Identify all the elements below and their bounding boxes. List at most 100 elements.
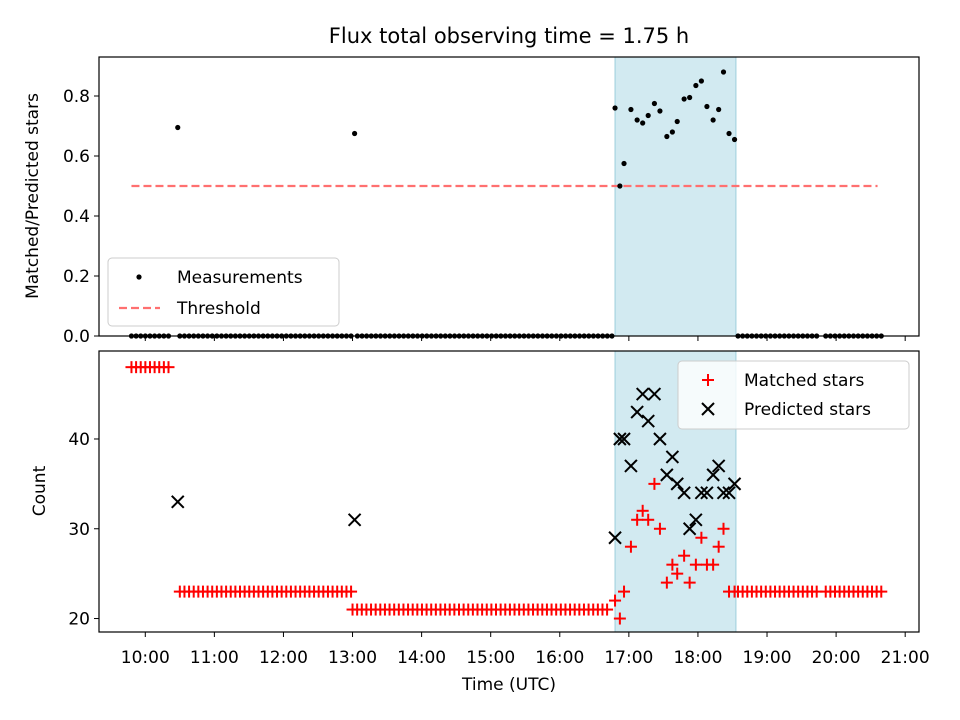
x-stroke-2 <box>716 486 731 500</box>
measurement-point <box>710 117 716 123</box>
matched-stars-point <box>162 361 175 374</box>
legend-label-measurements: Measurements <box>177 268 303 288</box>
matched-stars-point <box>671 567 684 580</box>
measurement-point <box>698 78 704 84</box>
measurement-point <box>621 160 627 167</box>
measurement-point <box>716 106 722 113</box>
measurement-point <box>704 103 710 110</box>
x-stroke-2 <box>647 387 662 401</box>
predicted-stars-point <box>617 432 631 446</box>
measurement-point <box>669 129 675 135</box>
measurement-point <box>352 130 358 137</box>
matched-stars-point <box>345 585 358 598</box>
matched-stars-point <box>689 558 702 571</box>
predicted-stars-point <box>700 486 714 500</box>
matched-stars-point <box>717 522 730 535</box>
predicted-stars-point <box>347 513 362 527</box>
x-stroke-2 <box>617 432 631 446</box>
predicted-stars-point <box>171 495 185 509</box>
top-panel-frame <box>98 56 920 337</box>
measurement-point <box>693 82 699 89</box>
matched-stars-point <box>875 585 888 598</box>
x-tick-label: 11:00 <box>190 648 239 668</box>
predicted-stars-point <box>727 477 742 491</box>
matched-stars-point <box>609 594 622 607</box>
predicted-stars-point <box>613 432 627 446</box>
matched-stars-point <box>666 558 679 571</box>
measurement-point <box>674 118 680 125</box>
matched-stars-point <box>613 612 626 625</box>
matched-stars-point <box>618 585 631 598</box>
measurement-point <box>687 94 693 101</box>
chart-title: Flux total observing time = 1.75 h <box>329 24 689 48</box>
x-tick-label: 10:00 <box>121 648 170 668</box>
bottom-panel-y-axis-label: Count <box>30 465 50 516</box>
x-tick-label: 14:00 <box>397 648 446 668</box>
x-stroke-2 <box>635 387 650 401</box>
bottom-panel: 20 30 40 <box>68 350 920 637</box>
measurement-point <box>726 130 732 137</box>
x-stroke-2 <box>624 459 638 473</box>
x-tick-label: 13:00 <box>328 648 377 668</box>
matched-stars-point <box>683 576 696 589</box>
x-stroke-2 <box>682 522 697 536</box>
x-tick-label: 20:00 <box>812 648 861 668</box>
y-tick-label: 0.6 <box>63 147 90 167</box>
measurement-point <box>617 183 623 189</box>
top-legend: Measurements Threshold <box>107 257 340 327</box>
predicted-stars-point <box>641 414 655 428</box>
y-tick-label: 0.8 <box>63 87 90 107</box>
x-stroke-2 <box>608 531 622 545</box>
measurement-point <box>634 117 640 123</box>
x-stroke-2 <box>660 468 674 482</box>
x-stroke-2 <box>630 405 644 419</box>
predicted-stars-point <box>630 405 644 419</box>
measurement-point <box>175 124 181 131</box>
x-stroke-2 <box>694 486 709 500</box>
matched-stars-point <box>660 576 673 589</box>
legend-label-matched-stars: Matched stars <box>744 371 864 391</box>
measurement-point <box>731 136 738 143</box>
matched-stars-point <box>642 513 655 526</box>
matched-stars-point <box>624 540 637 553</box>
predicted-stars-point <box>665 450 680 464</box>
bottom-legend-box <box>677 360 910 430</box>
measurement-point <box>657 108 663 114</box>
measurement-point <box>645 112 651 119</box>
matched-stars-point <box>712 540 725 553</box>
predicted-stars-point <box>647 387 662 401</box>
predicted-stars-point <box>722 486 736 500</box>
top-panel: 0.0 0.2 0.4 0.6 0.8 <box>63 56 920 347</box>
predicted-stars-point <box>677 486 691 500</box>
predicted-stars-point <box>624 459 638 473</box>
predicted-stars-point <box>711 459 726 473</box>
x-stroke-2 <box>727 477 742 491</box>
top-legend-box <box>107 257 340 327</box>
x-tick-label: 17:00 <box>604 648 653 668</box>
matched-stars-legend-marker <box>702 374 714 386</box>
bottom-panel-frame <box>98 350 920 633</box>
measurement-point <box>720 69 727 75</box>
observing-window-band <box>614 56 737 337</box>
x-stroke-2 <box>711 459 726 473</box>
x-tick-label: 12:00 <box>259 648 308 668</box>
x-stroke-2 <box>665 450 680 464</box>
bottom-legend: Matched stars Predicted stars <box>677 360 910 430</box>
matched-stars-point <box>707 558 720 571</box>
x-tick-label: 15:00 <box>466 648 515 668</box>
x-stroke-2 <box>689 513 703 527</box>
matched-stars-point <box>728 585 741 598</box>
y-tick-label: 0.4 <box>63 207 90 227</box>
matched-stars-point <box>648 477 661 490</box>
x-stroke-2 <box>700 486 714 500</box>
y-tick-label: 0.0 <box>63 327 90 347</box>
x-axis-ticks: 10:00 11:00 12:00 13:00 14:00 15:00 16:00 17:00… <box>121 648 930 668</box>
x-tick-label: 19:00 <box>743 648 792 668</box>
y-tick-label: 30 <box>68 520 90 540</box>
x-tick-label: 16:00 <box>535 648 584 668</box>
x-tick-label: 18:00 <box>673 648 722 668</box>
measurement-point <box>640 120 646 126</box>
predicted-stars-point <box>706 468 720 482</box>
measurement-point <box>612 105 618 111</box>
